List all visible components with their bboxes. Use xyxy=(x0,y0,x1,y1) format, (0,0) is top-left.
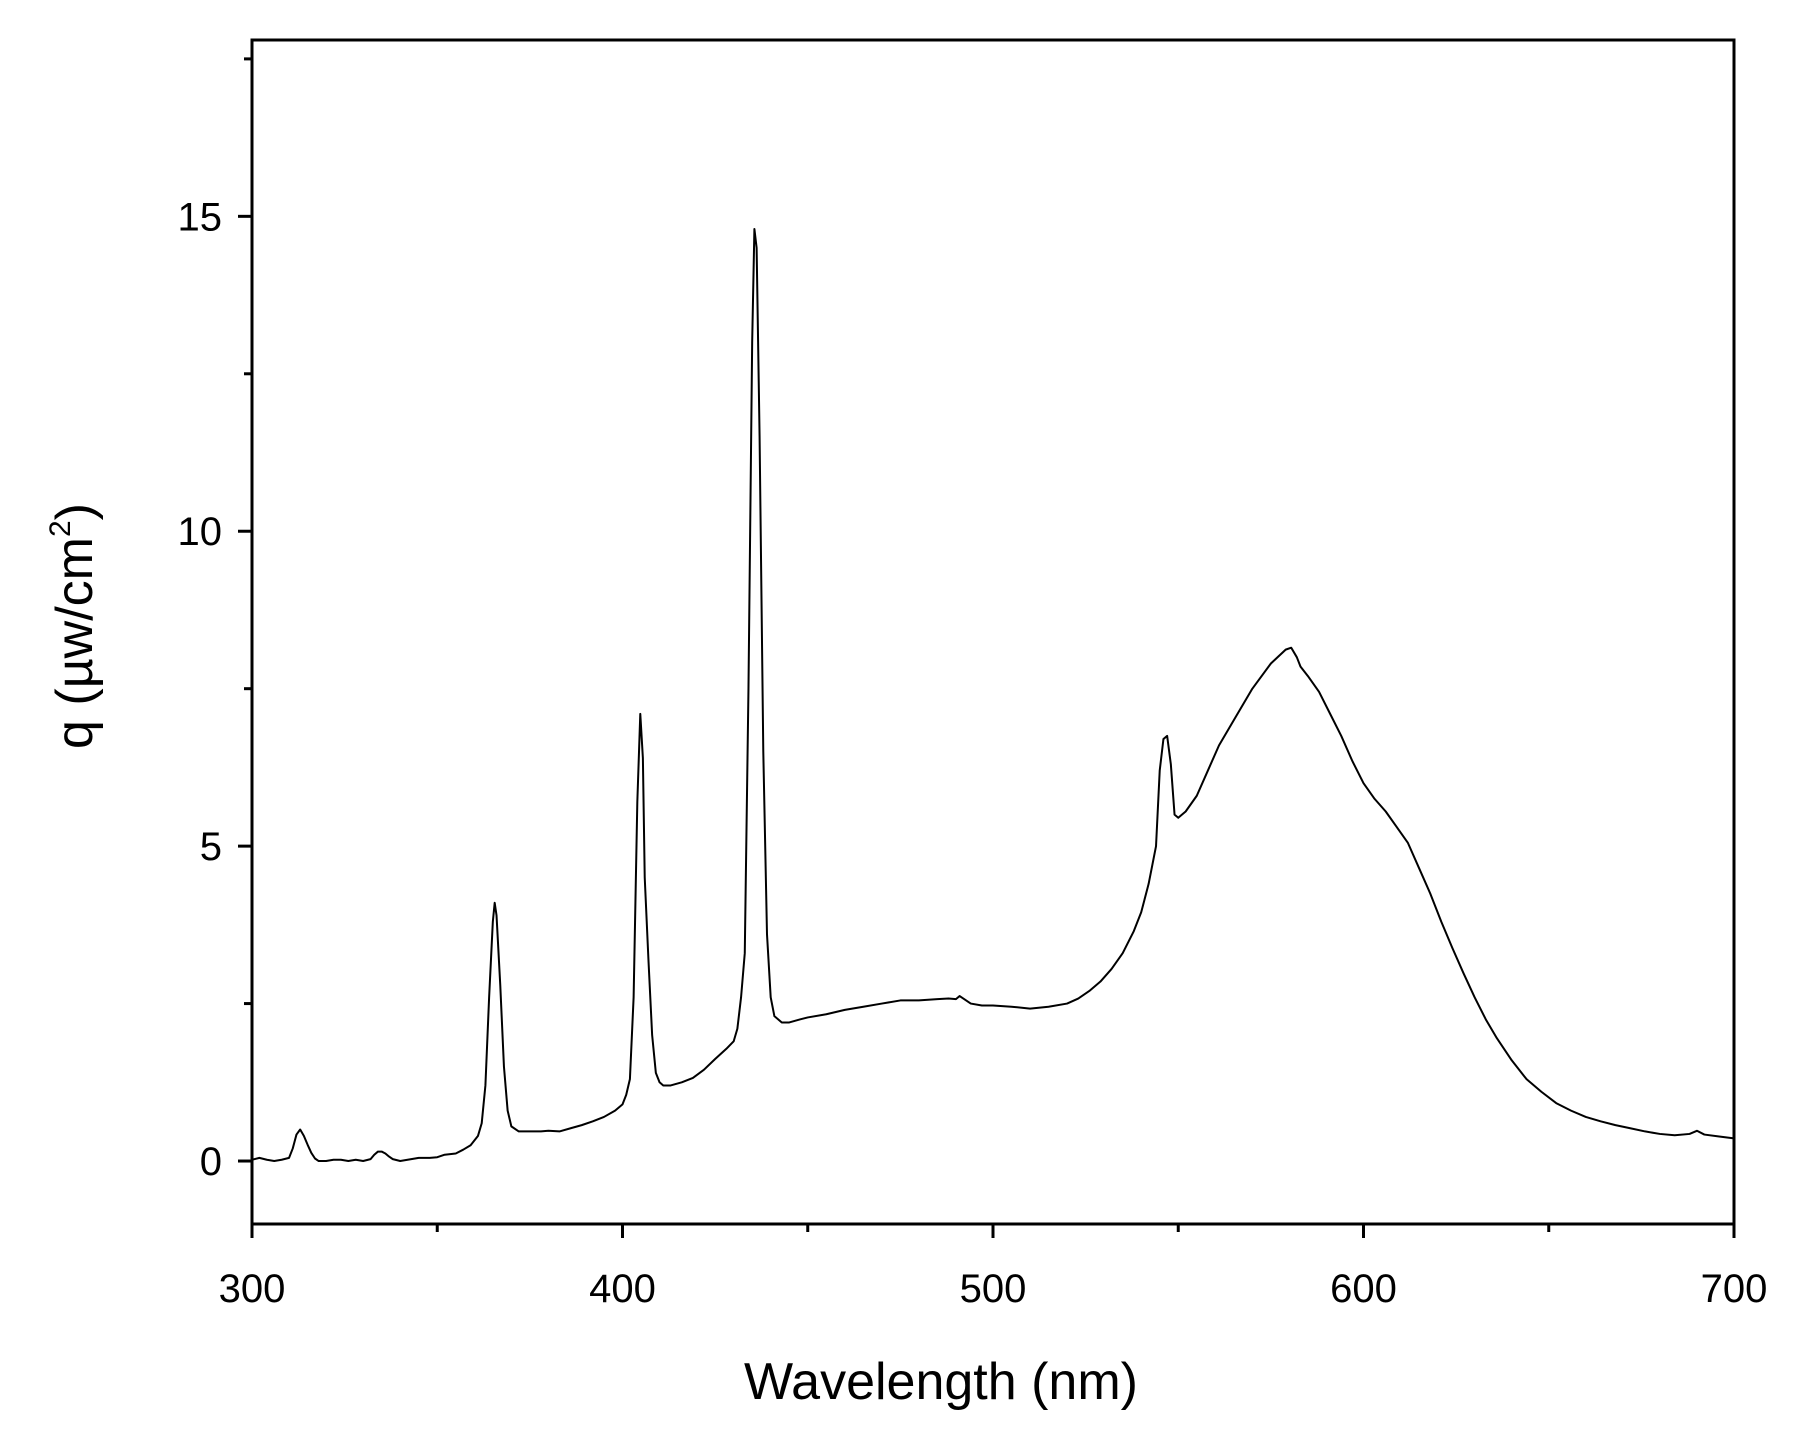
x-tick-label: 300 xyxy=(219,1267,286,1311)
x-axis-title: Wavelength (nm) xyxy=(744,1353,1138,1411)
y-tick-label: 0 xyxy=(200,1140,222,1184)
plot-frame xyxy=(250,38,1736,1226)
y-tick-label: 10 xyxy=(178,510,223,554)
x-tick-label: 700 xyxy=(1701,1267,1768,1311)
tick-labels: 300 400 500 600 700 0 5 10 15 xyxy=(178,195,1768,1311)
plot-area xyxy=(250,38,1736,1226)
y-tick-label: 15 xyxy=(178,195,223,239)
y-axis-title-superscript: 2 xyxy=(44,520,77,537)
series-line-1 xyxy=(251,227,1735,1163)
x-tick-label: 600 xyxy=(1330,1267,1397,1311)
y-tick-label: 5 xyxy=(200,825,222,869)
axis-ticks xyxy=(238,57,1736,1238)
x-tick-label: 400 xyxy=(589,1267,656,1311)
y-axis-title-suffix: ) xyxy=(46,503,104,520)
y-axis-title-main: q (µw/cm xyxy=(46,537,104,749)
y-axis-title: q (µw/cm2) xyxy=(44,503,104,749)
x-tick-label: 500 xyxy=(960,1267,1027,1311)
